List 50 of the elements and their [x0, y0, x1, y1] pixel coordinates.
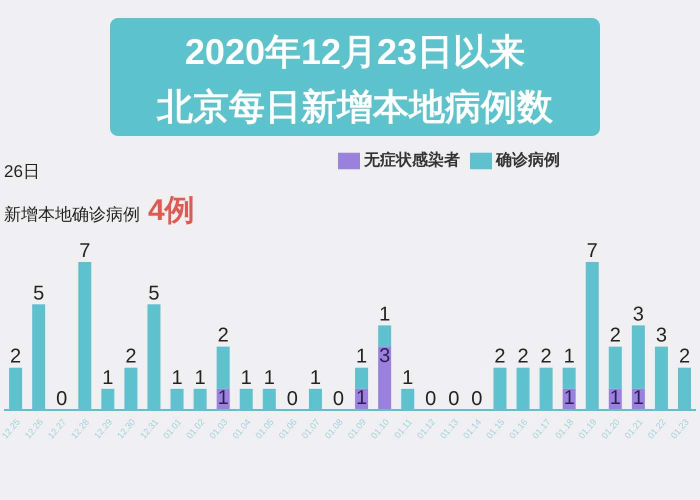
data-label: 1	[356, 387, 368, 410]
data-label: 1	[171, 366, 183, 389]
data-label: 0	[425, 388, 436, 410]
text: 4例	[148, 193, 195, 229]
text: 26日	[4, 161, 40, 183]
data-label: 3	[632, 303, 644, 326]
data-label: 2	[218, 324, 229, 347]
data-label: 1	[564, 346, 575, 368]
data-label: 1	[610, 387, 621, 410]
data-label: 1	[356, 346, 368, 368]
data-label: 2	[10, 346, 22, 368]
bar	[608, 346, 622, 389]
data-label: 2	[678, 346, 690, 368]
data-label: 5	[33, 282, 44, 304]
data-label: 2	[517, 346, 529, 368]
data-label: 0	[448, 388, 460, 410]
data-label: 1	[310, 366, 322, 389]
data-label: 2	[540, 346, 552, 368]
data-label: 1	[194, 366, 206, 389]
data-label: 5	[148, 282, 160, 304]
bar	[378, 325, 392, 347]
chart-subtitle: 北京每日新增本地病例数	[156, 85, 554, 129]
data-label: 2	[494, 346, 506, 368]
data-label: 0	[286, 388, 298, 410]
data-label: 1	[564, 387, 575, 410]
bar	[355, 368, 368, 389]
legend-label: 无症状感染者	[364, 152, 460, 170]
data-label: 2	[610, 324, 621, 347]
data-label: 7	[586, 240, 598, 262]
data-label: 1	[218, 387, 229, 410]
data-label: 0	[332, 388, 344, 410]
bar	[216, 346, 230, 389]
data-label: 1	[102, 366, 114, 389]
bar	[562, 368, 576, 389]
data-label: 1	[240, 366, 252, 389]
data-label: 2	[125, 346, 136, 368]
data-label: 1	[379, 303, 390, 326]
data-label: 0	[471, 388, 482, 410]
legend-label: 确诊病例	[496, 152, 560, 170]
data-label: 1	[402, 366, 414, 389]
data-label: 3	[656, 324, 668, 347]
data-label: 1	[264, 366, 275, 389]
data-label: 3	[379, 344, 390, 367]
data-label: 0	[56, 388, 68, 410]
chart-title: 2020年12月23日以来	[184, 30, 526, 74]
bar	[632, 325, 645, 389]
data-label: 7	[79, 240, 90, 262]
data-label: 1	[632, 387, 644, 410]
bar	[378, 346, 392, 410]
text: 新增本地确诊病例	[4, 204, 140, 226]
